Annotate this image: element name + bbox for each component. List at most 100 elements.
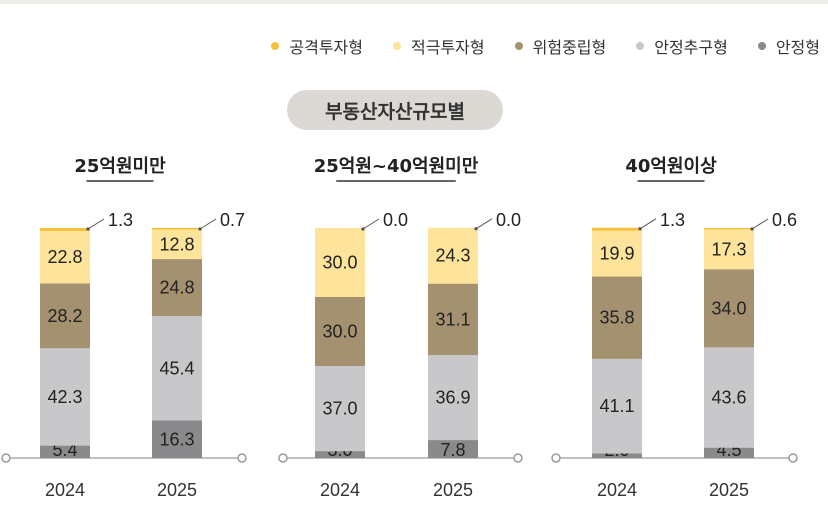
data-label: 43.6 xyxy=(711,388,746,408)
data-label: 42.3 xyxy=(47,387,82,407)
data-label: 24.3 xyxy=(435,246,470,266)
axis-end-icon xyxy=(513,453,523,463)
bar-segment xyxy=(152,420,202,458)
data-label: 0.0 xyxy=(383,210,408,230)
data-label: 1.3 xyxy=(660,210,685,230)
data-label: 7.8 xyxy=(440,440,465,460)
legend-item: 안정형 xyxy=(757,34,820,58)
bar-segment xyxy=(40,283,90,349)
bar-segment xyxy=(315,451,365,458)
axis-end-icon xyxy=(1,453,11,463)
data-label: 45.4 xyxy=(159,358,194,378)
callout-line xyxy=(639,218,657,230)
callout-dot xyxy=(198,227,202,231)
panel-title: 25억원~40억원미만 xyxy=(314,156,479,177)
callout-line xyxy=(87,218,105,230)
data-label: 0.0 xyxy=(496,210,521,230)
bar-segment xyxy=(592,453,642,458)
legend-dot-icon xyxy=(757,42,766,50)
legend-label: 안정추구형 xyxy=(654,38,728,57)
bar-segment xyxy=(704,229,754,270)
axis-end-icon xyxy=(237,453,247,463)
x-tick-label: 2024 xyxy=(320,480,360,500)
callout-dot xyxy=(474,227,478,231)
bar-segment xyxy=(428,355,478,441)
data-label: 0.6 xyxy=(772,210,797,230)
callout-line xyxy=(751,218,769,230)
data-label: 22.8 xyxy=(47,247,82,267)
bar-segment xyxy=(704,347,754,448)
data-label: 36.9 xyxy=(435,388,470,408)
x-tick-label: 2025 xyxy=(433,480,473,500)
bar-segment xyxy=(152,316,202,421)
data-label: 19.9 xyxy=(599,244,634,264)
bar-segment xyxy=(40,230,90,284)
legend-dot-icon xyxy=(636,42,645,50)
x-tick-label: 2024 xyxy=(45,480,85,500)
bar-segment xyxy=(428,283,478,356)
bar-segment xyxy=(315,366,365,452)
legend-label: 적극투자형 xyxy=(411,38,485,57)
bar-segment xyxy=(40,445,90,458)
bar-segment xyxy=(592,230,642,277)
bar-segment xyxy=(704,228,754,230)
x-tick-label: 2025 xyxy=(157,480,197,500)
bar-segment xyxy=(152,229,202,260)
legend-item: 위험중립형 xyxy=(514,34,607,58)
bar-segment xyxy=(152,259,202,317)
callout-dot xyxy=(638,227,642,231)
bar-segment xyxy=(428,227,478,284)
bar-segment xyxy=(592,358,642,454)
bar-segment xyxy=(315,297,365,366)
legend-label: 공격투자형 xyxy=(289,38,363,57)
data-label: 12.8 xyxy=(159,234,194,254)
callout-line xyxy=(199,218,217,230)
data-label: 34.0 xyxy=(711,298,746,318)
bar-segment xyxy=(592,276,642,359)
x-tick-label: 2024 xyxy=(597,480,637,500)
callout-dot xyxy=(361,227,365,231)
chart-legend: 공격투자형 적극투자형 위험중립형 안정추구형 안정형 xyxy=(120,34,820,58)
legend-item: 적극투자형 xyxy=(393,34,485,58)
data-label: 41.1 xyxy=(599,396,634,416)
callout-line xyxy=(475,218,493,230)
axis-end-icon xyxy=(788,453,798,463)
data-label: 30.0 xyxy=(322,322,357,342)
bar-segment xyxy=(40,348,90,446)
callout-dot xyxy=(750,227,754,231)
legend-dot-icon xyxy=(271,42,280,50)
axis-end-icon xyxy=(551,453,561,463)
legend-dot-icon xyxy=(393,42,401,50)
legend-label: 안정형 xyxy=(775,38,820,57)
legend-item: 공격투자형 xyxy=(271,34,363,58)
data-label: 24.8 xyxy=(159,278,194,298)
panel-title: 25억원미만 xyxy=(74,156,166,177)
chart-subtitle: 부동산자산규모별 xyxy=(287,90,503,130)
axis-end-icon xyxy=(278,453,288,463)
data-label: 35.8 xyxy=(599,308,634,328)
bar-segment xyxy=(592,227,642,231)
data-label: 28.2 xyxy=(47,306,82,326)
data-label: 1.3 xyxy=(108,210,133,230)
bar-segment xyxy=(428,440,478,458)
panel-title: 40억원이상 xyxy=(625,156,717,177)
data-label: 17.3 xyxy=(711,239,746,259)
callout-dot xyxy=(86,227,90,231)
legend-dot-icon xyxy=(514,42,523,50)
data-label: 37.0 xyxy=(322,399,357,419)
callout-line xyxy=(362,218,380,230)
top-divider xyxy=(0,0,828,4)
data-label: 16.3 xyxy=(159,429,194,449)
bar-segment xyxy=(315,228,365,297)
bar-segment xyxy=(152,228,202,230)
bar-segment xyxy=(704,447,754,458)
data-label: 30.0 xyxy=(322,253,357,273)
legend-label: 위험중립형 xyxy=(532,38,607,57)
bar-segment xyxy=(704,269,754,348)
data-label: 31.1 xyxy=(435,309,470,329)
data-label: 0.7 xyxy=(220,210,245,230)
x-tick-label: 2025 xyxy=(709,480,749,500)
bar-segment xyxy=(40,228,90,231)
legend-item: 안정추구형 xyxy=(636,34,728,58)
